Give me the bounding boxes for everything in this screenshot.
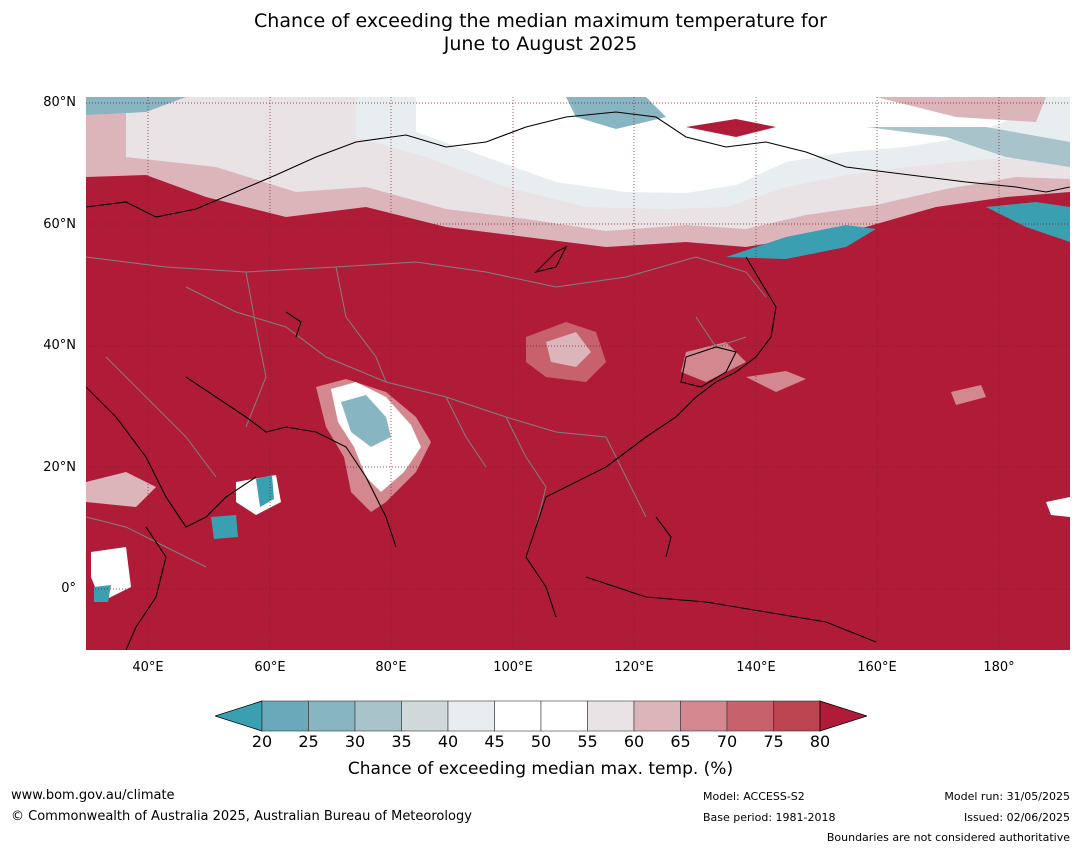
lat-label-0: 0° — [61, 581, 76, 596]
colorbar-segment — [401, 700, 449, 732]
lat-label-40n: 40°N — [43, 338, 76, 353]
colorbar-tick-label: 80 — [809, 732, 831, 751]
probability-contours — [86, 97, 1070, 602]
colorbar-tick-label: 30 — [344, 732, 366, 751]
colorbar-segment — [773, 700, 821, 732]
colorbar-segment — [494, 700, 542, 732]
website-link[interactable]: www.bom.gov.au/climate — [11, 788, 175, 803]
colorbar-segment — [354, 700, 402, 732]
colorbar-tick-label: 45 — [484, 732, 505, 751]
colorbar-extend-low — [215, 700, 263, 732]
lat-label-20n: 20°N — [43, 460, 76, 475]
lat-label-80n: 80°N — [43, 95, 76, 110]
lon-label-160e: 160°E — [857, 660, 897, 675]
lon-label-60e: 60°E — [254, 660, 286, 675]
colorbar-label: Chance of exceeding median max. temp. (%… — [347, 759, 734, 779]
colorbar — [215, 700, 867, 732]
colorbar-segment — [261, 700, 309, 732]
colorbar-tick-label: 55 — [577, 732, 598, 751]
colorbar-tick-label: 40 — [437, 732, 459, 751]
colorbar-tick-label: 75 — [763, 732, 784, 751]
base-period: Base period: 1981-2018 — [703, 811, 836, 824]
country-borders — [86, 256, 767, 568]
copyright-text: © Commonwealth of Australia 2025, Austra… — [11, 809, 472, 824]
colorbar-segment — [540, 700, 588, 732]
colorbar-extend-high — [819, 700, 867, 732]
lon-label-80e: 80°E — [375, 660, 407, 675]
lon-label-100e: 100°E — [493, 660, 533, 675]
map-title-line2: June to August 2025 — [443, 33, 638, 55]
colorbar-tick-label: 25 — [298, 732, 319, 751]
colorbar-tick-label: 60 — [623, 732, 645, 751]
colorbar-segment — [308, 700, 356, 732]
colorbar-segment — [447, 700, 495, 732]
colorbar-segment — [680, 700, 728, 732]
lon-label-140e: 140°E — [736, 660, 776, 675]
colorbar-segment — [587, 700, 635, 732]
colorbar-segment — [633, 700, 681, 732]
lon-label-40e: 40°E — [132, 660, 164, 675]
colorbar-tick-label: 70 — [716, 732, 738, 751]
model-run: Model run: 31/05/2025 — [944, 790, 1070, 803]
colorbar-tick-label: 65 — [670, 732, 691, 751]
issued-date: Issued: 02/06/2025 — [963, 811, 1070, 824]
lat-label-60n: 60°N — [43, 217, 76, 232]
colorbar-tick-label: 50 — [530, 732, 552, 751]
boundaries-disclaimer: Boundaries are not considered authoritat… — [826, 831, 1070, 844]
lon-label-180: 180° — [983, 660, 1015, 675]
colorbar-segment — [726, 700, 774, 732]
forecast-map — [86, 97, 1070, 650]
colorbar-tick-label: 20 — [251, 732, 273, 751]
coastlines — [86, 111, 1070, 650]
colorbar-tick-label: 35 — [391, 732, 412, 751]
map-title-line1: Chance of exceeding the median maximum t… — [254, 10, 827, 32]
map-graticule — [86, 97, 1070, 650]
lon-label-120e: 120°E — [614, 660, 654, 675]
model-info: Model: ACCESS-S2 — [703, 790, 805, 803]
